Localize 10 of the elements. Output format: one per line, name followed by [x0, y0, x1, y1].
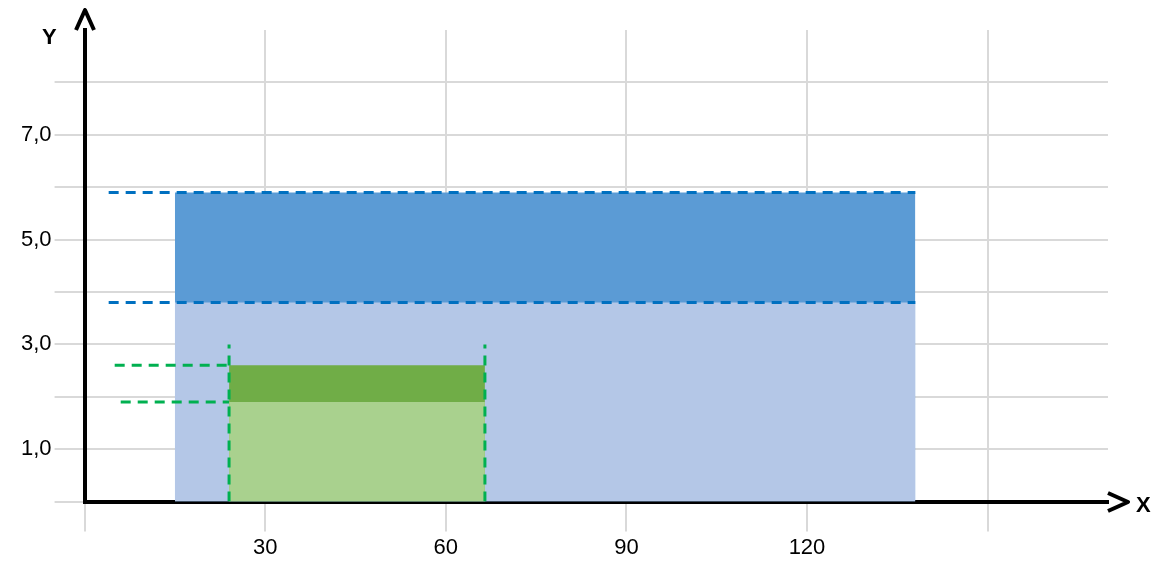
y-tick-label: 1,0 [20, 435, 52, 461]
x-tick-label: 60 [433, 533, 459, 559]
y-axis-title: Y [41, 24, 57, 50]
x-axis-title: X [1136, 491, 1151, 517]
y-tick-label: 7,0 [20, 120, 52, 146]
x-tick-label: 90 [614, 533, 639, 559]
x-tick-label: 120 [788, 533, 826, 559]
x-tick-label: 30 [252, 533, 278, 559]
y-tick-label: 3,0 [20, 330, 52, 356]
y-tick-label: 5,0 [20, 225, 52, 251]
